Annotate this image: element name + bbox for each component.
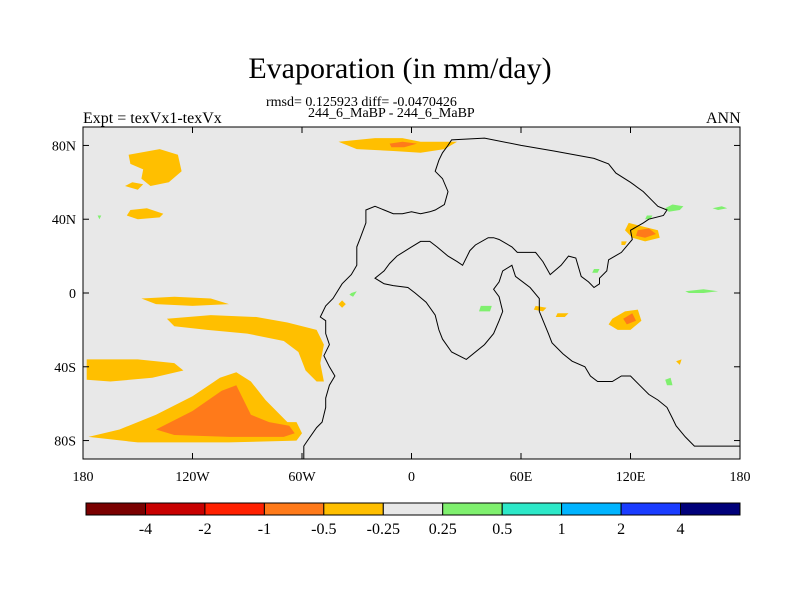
- colorbar-label: 0.25: [429, 521, 457, 538]
- x-tick-label: 120W: [175, 470, 210, 485]
- colorbar-swatch: [501, 502, 563, 516]
- contour-region-22: [685, 289, 719, 293]
- colorbar-label: 4: [677, 521, 685, 538]
- x-tick-label: 120E: [616, 470, 646, 485]
- colorbar-label: -1: [258, 521, 271, 538]
- contour-region-27: [676, 359, 682, 365]
- x-tick-label: 60E: [510, 470, 533, 485]
- contour-region-9: [156, 385, 295, 437]
- chart-title: Evaporation (in mm/day): [248, 52, 552, 85]
- contour-region-2: [126, 208, 164, 220]
- map-axes: 180 120W 60W 0 60E 120E 180 80N 40N 0 40S 80S: [52, 127, 751, 485]
- colorbar-label: 2: [617, 521, 625, 538]
- colorbar-label: -0.25: [367, 521, 400, 538]
- colorbar-swatch: [620, 502, 682, 516]
- colorbar-swatch: [382, 502, 444, 516]
- contour-region-4: [389, 141, 417, 148]
- colorbar-label: 1: [558, 521, 566, 538]
- colorbar-swatch: [263, 502, 325, 516]
- contour-region-6: [166, 315, 324, 382]
- y-tick-label: 0: [69, 287, 76, 302]
- x-tick-label: 60W: [288, 470, 316, 485]
- colorbar-label: -0.5: [311, 521, 336, 538]
- case-subtitle: 244_6_MaBP - 244_6_MaBP: [308, 106, 475, 121]
- contour-region-14: [621, 241, 627, 245]
- contour-regions: [86, 138, 728, 443]
- contour-region-1: [125, 182, 144, 190]
- contour-region-20: [712, 206, 728, 210]
- colorbar-swatch: [145, 502, 206, 516]
- colorbar-swatch: [204, 502, 265, 516]
- experiment-label: Expt = texVx1-texVx: [83, 110, 222, 127]
- colorbar-swatch: [680, 502, 741, 516]
- contour-region-24: [592, 269, 600, 273]
- colorbar-swatch: [85, 502, 146, 516]
- colorbar-swatch: [323, 502, 384, 516]
- contour-region-5: [141, 296, 229, 306]
- colorbar-label: -2: [198, 521, 211, 538]
- contour-region-0: [128, 149, 182, 186]
- y-tick-label: 80N: [52, 139, 76, 154]
- contour-region-17: [338, 300, 346, 308]
- contour-region-16: [533, 305, 547, 312]
- contour-region-23: [479, 305, 492, 312]
- x-tick-label: 180: [730, 470, 751, 485]
- contour-region-19: [665, 204, 684, 212]
- colorbar: -4 -2 -1 -0.5 -0.25 0.25 0.5 1 2 4: [85, 502, 741, 538]
- colorbar-swatch: [561, 502, 622, 516]
- x-tick-label: 180: [73, 470, 94, 485]
- colorbar-swatch: [442, 502, 503, 516]
- colorbar-label: 0.5: [492, 521, 512, 538]
- contour-region-25: [665, 377, 673, 386]
- contour-region-26: [97, 215, 102, 220]
- y-tick-label: 40N: [52, 213, 76, 228]
- y-tick-label: 40S: [54, 361, 76, 376]
- contour-region-18: [349, 291, 357, 297]
- contour-region-15: [555, 313, 569, 317]
- contour-region-11: [636, 228, 656, 238]
- contour-region-7: [86, 359, 184, 382]
- contour-region-13: [623, 313, 636, 325]
- stats-annotation: rmsd= 0.125923 diff= -0.0470426: [266, 95, 457, 110]
- colorbar-label: -4: [139, 521, 152, 538]
- period-label: ANN: [706, 110, 741, 127]
- land-outline: [303, 137, 740, 459]
- y-tick-label: 80S: [54, 435, 76, 450]
- x-tick-label: 0: [408, 470, 415, 485]
